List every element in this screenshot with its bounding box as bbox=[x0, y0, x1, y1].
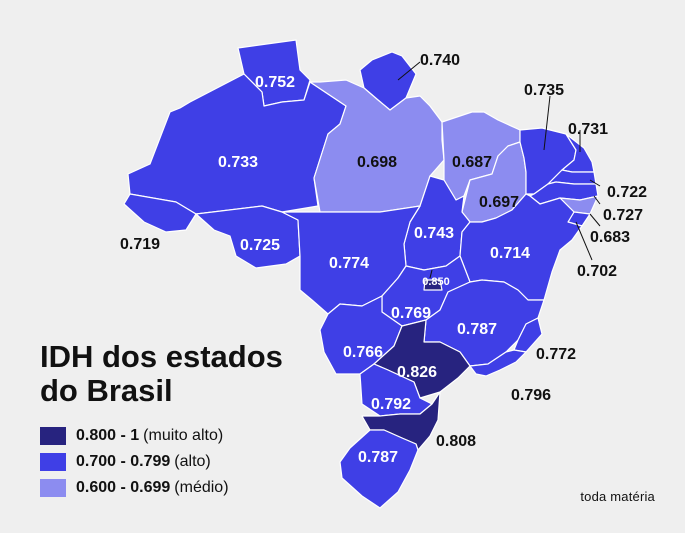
leader-line bbox=[575, 221, 593, 261]
state-para bbox=[309, 79, 445, 213]
legend-swatch-high bbox=[40, 453, 66, 471]
state-distrito-federal bbox=[423, 279, 443, 291]
state-label-parana: 0.792 bbox=[371, 396, 411, 413]
legend-item-very-high: 0.800 - 1 (muito alto) bbox=[40, 423, 229, 449]
brand-logo: toda matéria bbox=[580, 489, 655, 504]
state-label-mato-grosso-do-sul: 0.766 bbox=[343, 344, 383, 361]
state-label-rio-grande-do-sul: 0.787 bbox=[358, 449, 398, 466]
map-legend: 0.800 - 1 (muito alto) 0.700 - 0.799 (al… bbox=[40, 423, 229, 501]
state-label-piaui: 0.697 bbox=[479, 194, 519, 211]
leader-line bbox=[589, 179, 601, 187]
legend-swatch-very-high bbox=[40, 427, 66, 445]
state-label-santa-catarina: 0.808 bbox=[436, 433, 476, 450]
legend-desc: (alto) bbox=[174, 453, 211, 470]
legend-item-high: 0.700 - 0.799 (alto) bbox=[40, 449, 229, 475]
state-label-amapa: 0.740 bbox=[420, 52, 460, 69]
state-label-rio-grande-do-norte: 0.731 bbox=[568, 121, 608, 138]
leader-line bbox=[429, 269, 433, 279]
legend-range: 0.700 - 0.799 bbox=[76, 453, 171, 470]
state-label-rondonia: 0.725 bbox=[240, 237, 280, 254]
state-label-acre: 0.719 bbox=[120, 236, 160, 253]
legend-desc: (muito alto) bbox=[143, 427, 224, 444]
state-label-minas-gerais: 0.787 bbox=[457, 321, 497, 338]
state-rio-de-janeiro bbox=[469, 349, 527, 377]
map-title: IDH dos estados do Brasil bbox=[40, 340, 283, 408]
state-label-para: 0.698 bbox=[357, 154, 397, 171]
state-label-ceara: 0.735 bbox=[524, 82, 564, 99]
leader-line bbox=[543, 95, 551, 151]
state-rondonia bbox=[195, 205, 301, 269]
legend-range: 0.600 - 0.699 bbox=[76, 479, 171, 496]
state-label-bahia: 0.714 bbox=[490, 245, 530, 262]
state-label-maranhao: 0.687 bbox=[452, 154, 492, 171]
state-amazonas bbox=[127, 73, 347, 215]
state-label-goias: 0.769 bbox=[391, 305, 431, 322]
state-label-alagoas: 0.683 bbox=[590, 229, 630, 246]
state-label-mato-grosso: 0.774 bbox=[329, 255, 369, 272]
leader-line bbox=[593, 195, 601, 205]
state-label-espirito-santo: 0.772 bbox=[536, 346, 576, 363]
legend-swatch-medium bbox=[40, 479, 66, 497]
state-label-sao-paulo: 0.826 bbox=[397, 364, 437, 381]
state-label-sergipe: 0.702 bbox=[577, 263, 617, 280]
legend-range: 0.800 - 1 bbox=[76, 427, 140, 444]
state-acre bbox=[123, 193, 197, 233]
leader-line bbox=[397, 61, 421, 81]
state-rio-grande-do-sul bbox=[339, 429, 419, 509]
legend-item-medium: 0.600 - 0.699 (médio) bbox=[40, 475, 229, 501]
leader-line bbox=[589, 213, 601, 227]
state-label-tocantins: 0.743 bbox=[414, 225, 454, 242]
legend-desc: (médio) bbox=[174, 479, 229, 496]
state-label-distrito-federal: 0.850 bbox=[422, 276, 450, 288]
map-title-line-1: IDH dos estados bbox=[40, 339, 283, 374]
state-label-rio-de-janeiro: 0.796 bbox=[511, 387, 551, 404]
state-label-paraiba: 0.722 bbox=[607, 184, 647, 201]
map-title-line-2: do Brasil bbox=[40, 373, 173, 408]
state-label-amazonas: 0.733 bbox=[218, 154, 258, 171]
state-label-pernambuco: 0.727 bbox=[603, 207, 643, 224]
state-label-roraima: 0.752 bbox=[255, 74, 295, 91]
